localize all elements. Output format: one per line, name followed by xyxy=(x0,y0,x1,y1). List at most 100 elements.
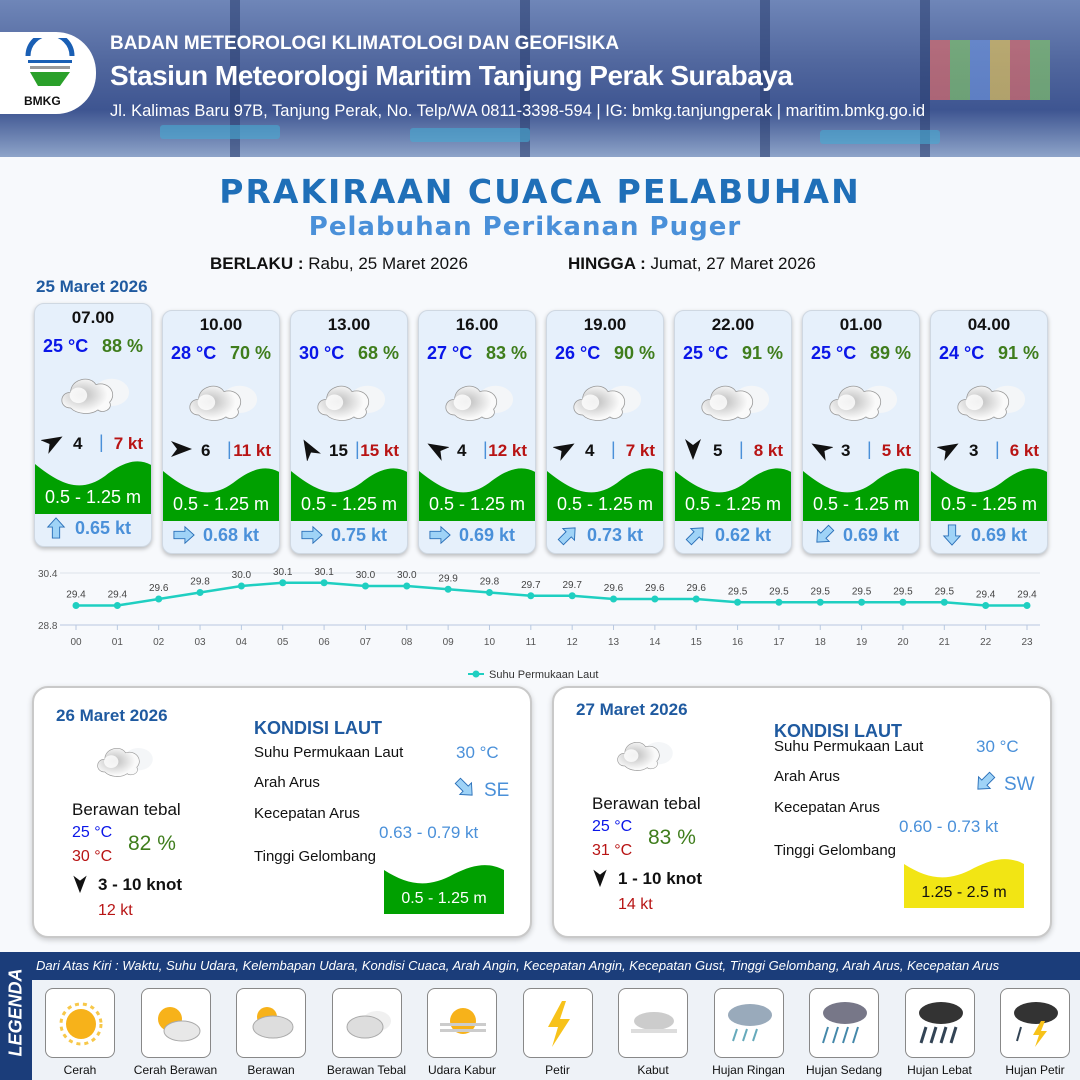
valid-from-date: Rabu, 25 Maret 2026 xyxy=(308,254,468,273)
wave-height: 0.5 - 1.25 m xyxy=(556,494,654,514)
heavy-rain-icon xyxy=(904,988,975,1058)
x-tick-label: 21 xyxy=(939,637,951,648)
x-tick-label: 11 xyxy=(526,637,537,648)
separator: | xyxy=(355,439,360,459)
sea-condition-title: KONDISI LAUT xyxy=(254,718,382,738)
data-label: 29.4 xyxy=(976,590,996,601)
data-point xyxy=(734,598,742,606)
data-point xyxy=(858,598,866,606)
forecast-card: 01.00 25 °C 89 % 3 | 5 kt 0.5 - 1.25 m 0… xyxy=(802,310,920,554)
wind-speed: 3 xyxy=(969,441,979,460)
forecast-time: 19.00 xyxy=(583,315,627,334)
x-tick-label: 08 xyxy=(401,637,413,648)
fog-icon xyxy=(618,988,688,1058)
wave-height-label: Tinggi Gelombang xyxy=(254,848,377,865)
data-label: 29.5 xyxy=(769,586,789,597)
x-tick-label: 16 xyxy=(732,637,744,648)
data-label: 30.0 xyxy=(232,570,252,581)
x-tick-label: 05 xyxy=(277,637,289,648)
overcast-icon xyxy=(567,376,645,428)
wave-shape xyxy=(291,468,407,521)
current-direction-label: Arah Arus xyxy=(774,768,840,785)
x-tick-label: 19 xyxy=(856,637,868,648)
x-tick-label: 20 xyxy=(897,637,909,648)
separator: | xyxy=(99,432,104,452)
wave-shape xyxy=(931,468,1047,521)
current-speed-label: Kecepatan Arus xyxy=(774,799,880,816)
temp-min: 25 °C xyxy=(592,818,633,835)
legend-item-label: Udara Kabur xyxy=(427,1063,497,1077)
day-date: 26 Maret 2026 xyxy=(56,706,168,725)
data-point xyxy=(155,595,163,603)
daily-forecast-box: 27 Maret 2026 Berawan tebal 25 °C 31 °C … xyxy=(552,686,1052,938)
org-name: BADAN METEOROLOGI KLIMATOLOGI DAN GEOFIS… xyxy=(110,33,620,54)
gust-speed: 15 kt xyxy=(360,441,399,460)
station-name: Stasiun Meteorologi Maritim Tanjung Pera… xyxy=(110,60,793,91)
gust-speed: 8 kt xyxy=(753,441,783,460)
legend-item-label: Berawan Tebal xyxy=(326,1063,407,1077)
haze-icon xyxy=(427,988,497,1058)
gust-speed: 7 kt xyxy=(113,434,143,453)
x-tick-label: 23 xyxy=(1021,637,1033,648)
data-point xyxy=(816,598,824,606)
wave-shape xyxy=(547,468,663,521)
separator: | xyxy=(867,439,872,459)
moderate-rain-icon xyxy=(809,988,879,1058)
series-line xyxy=(76,581,1027,607)
wave-shape xyxy=(163,468,279,521)
forecast-time: 07.00 xyxy=(71,308,115,327)
wave-height: 0.5 - 1.25 m xyxy=(172,494,270,514)
x-tick-label: 17 xyxy=(773,637,785,648)
x-tick-label: 12 xyxy=(567,637,579,648)
current-speed: 0.69 kt xyxy=(971,525,1028,545)
humidity: 70 % xyxy=(229,343,271,363)
data-label: 29.4 xyxy=(108,590,128,601)
legend-description: Dari Atas Kiri : Waktu, Suhu Udara, Kele… xyxy=(32,952,1080,980)
wind-direction-icon xyxy=(809,437,834,461)
data-point xyxy=(982,602,990,609)
legend-item-label: Hujan Petir xyxy=(1005,1063,1065,1077)
forecast-card: 13.00 30 °C 68 % 15 | 15 kt 0.5 - 1.25 m… xyxy=(290,310,408,554)
day1-date: 25 Maret 2026 xyxy=(36,277,148,296)
data-point xyxy=(279,579,287,587)
separator: | xyxy=(611,439,616,459)
port-name: Pelabuhan Perikanan Puger xyxy=(308,212,742,242)
current-speed-label: Kecepatan Arus xyxy=(254,805,360,822)
weather-condition: Berawan tebal xyxy=(72,800,181,819)
wind-direction-icon xyxy=(936,437,961,461)
wind-direction-icon xyxy=(681,437,705,461)
wind-direction-icon xyxy=(590,868,610,888)
x-tick-label: 03 xyxy=(194,637,206,648)
current-direction-icon xyxy=(429,523,451,547)
wave-height: 0.5 - 1.25 m xyxy=(812,494,910,514)
wind-speed: 5 xyxy=(713,441,723,460)
humidity: 68 % xyxy=(357,343,399,363)
wind-speed: 6 xyxy=(201,441,211,460)
header-banner: BMKG BADAN METEOROLOGI KLIMATOLOGI DAN G… xyxy=(0,0,1080,157)
air-temp: 28 °C xyxy=(171,343,217,363)
legend-item-label: Berawan xyxy=(247,1063,295,1077)
data-label: 29.9 xyxy=(438,573,458,584)
air-temp: 26 °C xyxy=(555,343,601,363)
wind-speed-range: 3 - 10 knot xyxy=(98,875,183,894)
data-label: 29.6 xyxy=(645,583,665,594)
overcast-icon xyxy=(823,376,901,428)
air-temp: 24 °C xyxy=(939,343,985,363)
gust-speed: 12 kt xyxy=(488,441,527,460)
data-label: 29.8 xyxy=(480,577,500,588)
legend-item-label: Petir xyxy=(545,1063,570,1077)
legend-item-label: Cerah Berawan xyxy=(133,1063,218,1077)
wave-height-label: Tinggi Gelombang xyxy=(774,842,897,859)
humidity: 91 % xyxy=(997,343,1039,363)
legend-title: LEGENDA xyxy=(5,968,26,1057)
current-direction-icon xyxy=(813,523,835,547)
valid-to: HINGGA : Jumat, 27 Maret 2026 xyxy=(568,254,816,274)
legend-side: LEGENDA xyxy=(0,952,32,1080)
wave-height: 0.5 - 1.25 m xyxy=(684,494,782,514)
sst-value: 30 °C xyxy=(976,737,1019,756)
forecast-time: 16.00 xyxy=(455,315,499,334)
x-tick-label: 00 xyxy=(70,637,82,648)
wind-direction-icon xyxy=(552,437,577,461)
data-point xyxy=(485,589,493,596)
overcast-icon xyxy=(92,740,156,783)
